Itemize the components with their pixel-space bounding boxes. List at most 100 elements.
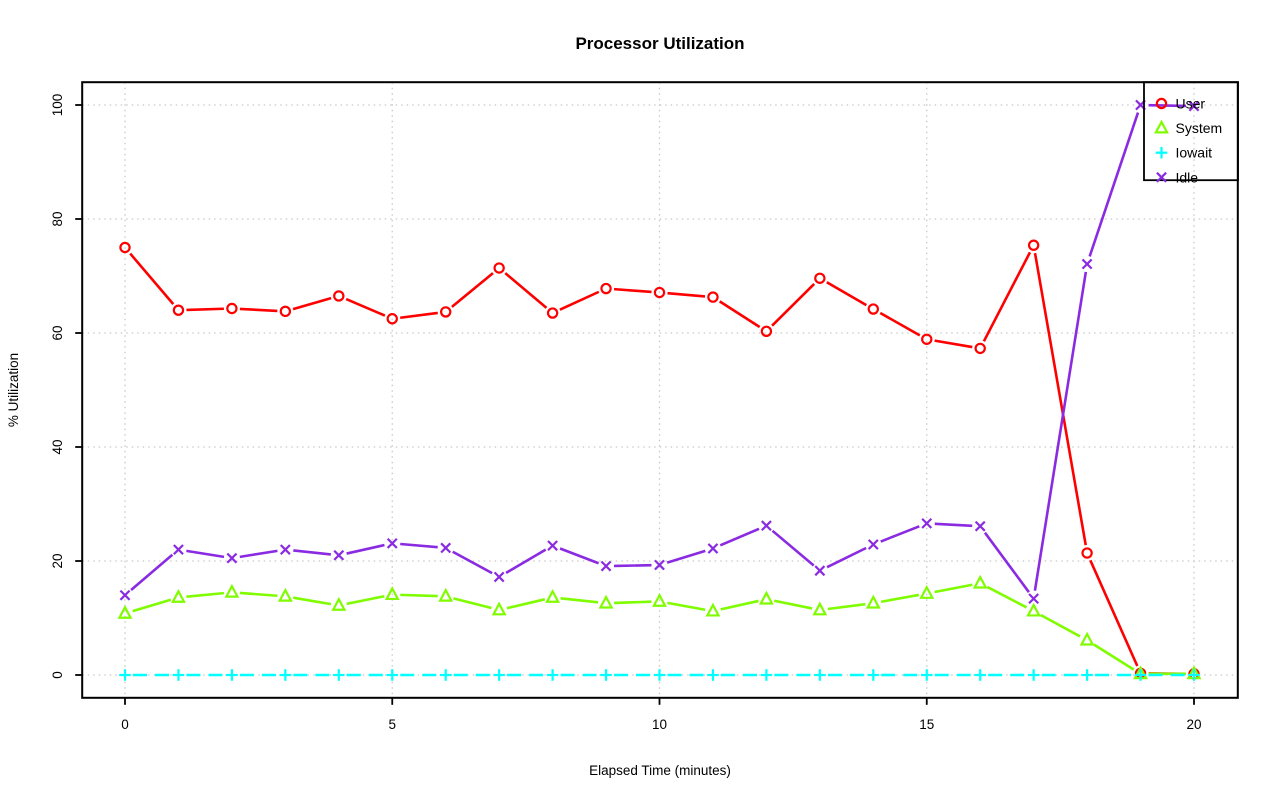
series-segment	[667, 291, 706, 298]
series-segment	[400, 311, 438, 320]
series-segment	[982, 251, 1032, 342]
series-segment	[614, 563, 652, 568]
legend-border	[1143, 81, 1239, 182]
data-point-x	[440, 542, 452, 554]
series-segment	[934, 339, 973, 349]
legend-label-idle: Idle	[1176, 169, 1199, 185]
series-segment	[720, 599, 759, 611]
data-point-circle	[600, 282, 612, 295]
data-point-circle	[226, 302, 238, 315]
y-tick-label: 20	[50, 553, 65, 568]
y-tick-label: 100	[50, 94, 65, 117]
series-segment	[559, 547, 600, 565]
series-segment	[130, 553, 174, 591]
legend-label-system: System	[1176, 120, 1223, 136]
series-iowait	[119, 669, 1200, 681]
data-point-triangle	[171, 588, 186, 603]
series-segment	[1089, 559, 1139, 667]
series-segment	[451, 272, 494, 308]
data-point-circle	[333, 290, 345, 302]
x-tick-label: 15	[919, 717, 934, 732]
data-point-x	[600, 560, 612, 572]
series-segment	[186, 549, 225, 559]
series-segment	[667, 601, 706, 612]
data-point-circle	[974, 342, 986, 355]
y-tick-label: 0	[50, 671, 65, 679]
data-point-triangle	[384, 586, 400, 601]
data-point-triangle	[1154, 119, 1169, 134]
data-point-x	[974, 520, 986, 532]
data-point-circle	[1027, 239, 1040, 251]
data-point-x	[1081, 258, 1093, 270]
series-segment	[559, 290, 600, 311]
series-system	[117, 574, 1202, 680]
data-point-x	[1188, 100, 1200, 112]
data-point-triangle	[705, 602, 721, 617]
data-point-circle	[760, 325, 773, 337]
series-segment	[718, 300, 761, 329]
data-point-x	[921, 518, 933, 529]
series-segment	[613, 287, 652, 294]
data-point-x	[386, 537, 398, 549]
series-segment	[986, 585, 1028, 609]
data-point-circle	[1081, 547, 1093, 559]
series-segment	[826, 281, 868, 307]
series-segment	[1033, 252, 1088, 546]
series-segment	[771, 282, 816, 327]
data-point-triangle	[117, 604, 133, 619]
series-segment	[452, 550, 493, 575]
legend: User System Iowait Idle	[1143, 81, 1239, 185]
series-segment	[614, 600, 652, 605]
series-idle	[119, 99, 1200, 604]
data-point-circle	[279, 305, 292, 318]
data-point-triangle	[545, 588, 561, 603]
series-segment	[453, 597, 492, 610]
data-point-x	[707, 543, 719, 554]
data-point-triangle	[224, 583, 240, 598]
x-tick-label: 10	[652, 717, 667, 732]
series-segment	[827, 602, 866, 611]
series-segment	[1093, 643, 1135, 671]
series-segment	[345, 297, 386, 317]
data-point-x	[654, 559, 665, 571]
legend-label-user: User	[1176, 96, 1206, 112]
data-point-triangle	[865, 594, 881, 609]
data-point-circle	[867, 303, 880, 315]
series-segment	[293, 596, 332, 606]
series-segment	[666, 549, 706, 564]
y-tick-label: 80	[50, 211, 65, 226]
series-segment	[934, 583, 973, 594]
series-segment	[129, 252, 175, 305]
data-point-triangle	[1026, 602, 1042, 617]
data-point-circle	[1155, 97, 1168, 110]
plot-frame-and-axes: 0 5 10 15 20 0 20 40 60 80 100	[50, 81, 1239, 732]
series-segment	[773, 599, 813, 610]
x-tick-label: 0	[121, 717, 129, 732]
data-point-x	[173, 544, 184, 555]
data-point-triangle	[972, 574, 988, 589]
series-segment	[983, 531, 1030, 593]
series-segment	[1088, 112, 1140, 257]
data-point-x	[867, 539, 879, 550]
data-point-x	[814, 565, 826, 577]
series-segment	[934, 522, 973, 528]
data-point-x	[493, 571, 505, 583]
data-point-triangle	[919, 584, 935, 599]
data-point-circle	[440, 306, 452, 318]
data-point-x	[333, 549, 345, 561]
y-axis-title: % Utilization	[6, 353, 21, 427]
data-point-circle	[119, 241, 131, 254]
series-segment	[771, 529, 815, 567]
data-point-x	[119, 589, 131, 601]
data-point-circle	[653, 286, 666, 299]
x-axis-title: Elapsed Time (minutes)	[589, 763, 731, 778]
series-segment	[880, 593, 920, 604]
series-segment	[1148, 103, 1187, 108]
series-segment	[504, 272, 548, 309]
series-segment	[1033, 271, 1088, 591]
data-point-circle	[546, 307, 559, 319]
series-segment	[239, 307, 278, 313]
data-point-x	[279, 544, 291, 555]
data-point-x	[547, 540, 558, 551]
